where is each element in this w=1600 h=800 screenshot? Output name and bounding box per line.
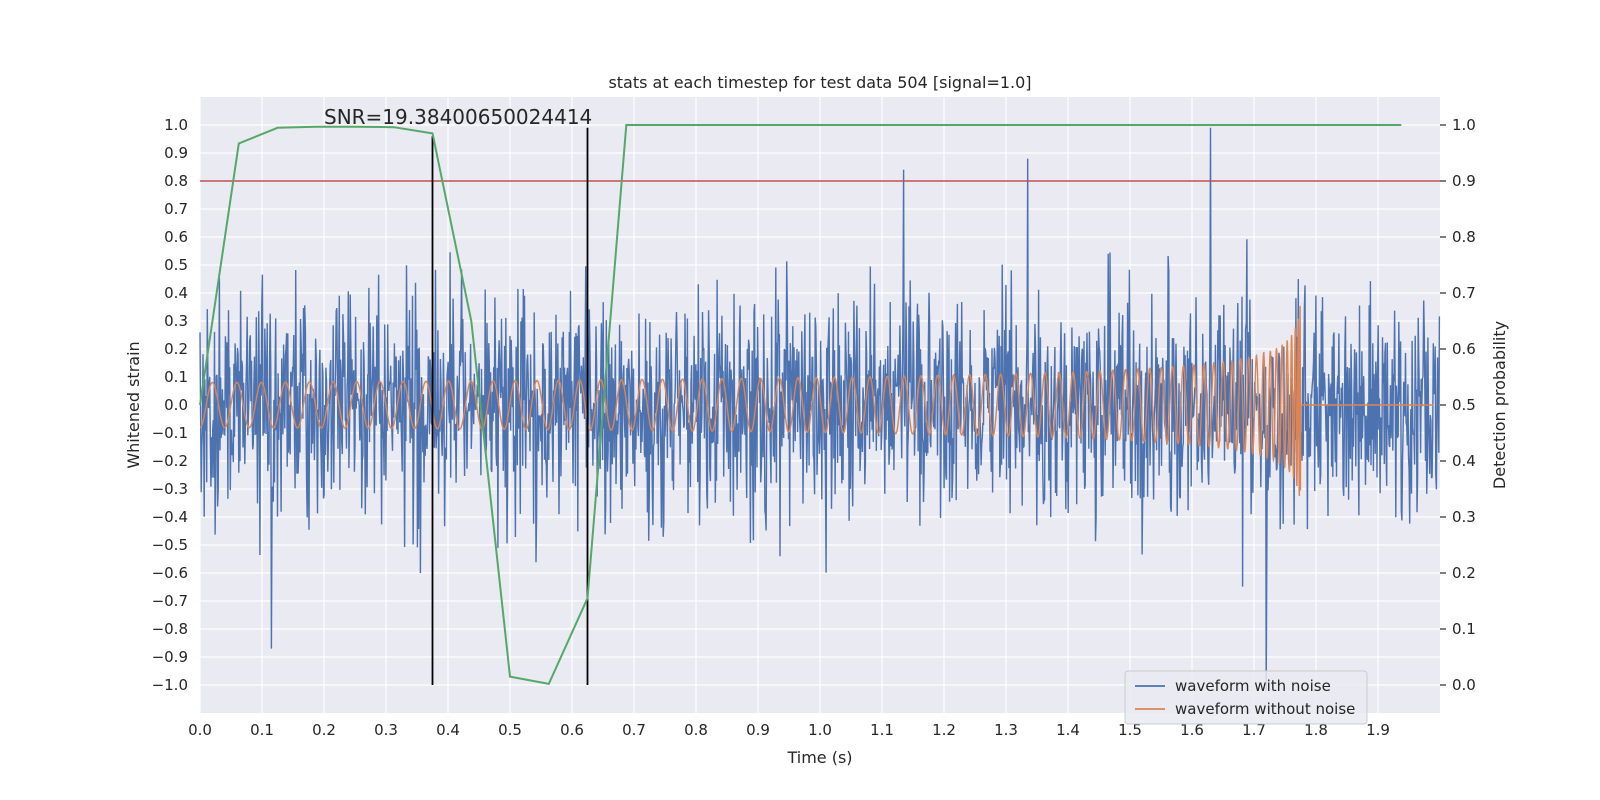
x-axis-label: Time (s) xyxy=(786,748,852,767)
x-tick-label: 1.9 xyxy=(1366,721,1390,739)
y-tick-label: 0.7 xyxy=(164,200,188,218)
y-tick-label: 0.1 xyxy=(164,368,188,386)
y-tick-label: −0.8 xyxy=(152,620,188,638)
legend: waveform with noise waveform without nois… xyxy=(1124,670,1368,725)
y2-tick-label: 0.2 xyxy=(1452,564,1476,582)
legend-label: waveform without noise xyxy=(1175,700,1355,718)
y-tick-label: −1.0 xyxy=(152,676,188,694)
y2-tick-label: 0.5 xyxy=(1452,396,1476,414)
y-tick-label: 0.4 xyxy=(164,284,188,302)
x-tick-label: 0.3 xyxy=(374,721,398,739)
x-tick-label: 0.1 xyxy=(250,721,274,739)
x-tick-label: 1.2 xyxy=(932,721,956,739)
y-tick-label: 0.6 xyxy=(164,228,188,246)
series-waveform-without-noise xyxy=(199,305,1434,497)
legend-box xyxy=(1124,670,1368,725)
x-tick-label: 1.5 xyxy=(1118,721,1142,739)
y-axis-label: Whitened strain xyxy=(124,341,143,468)
y-tick-label: 0.0 xyxy=(164,396,188,414)
y-tick-label: 1.0 xyxy=(164,116,188,134)
x-tick-label: 1.3 xyxy=(994,721,1018,739)
x-tick-label: 0.2 xyxy=(312,721,336,739)
series-detection-probability xyxy=(199,124,1402,686)
y-tick-label: 0.5 xyxy=(164,256,188,274)
y-tick-label: −0.1 xyxy=(152,424,188,442)
y2-tick-label: 1.0 xyxy=(1452,116,1476,134)
y-tick-label: 0.2 xyxy=(164,340,188,358)
y2-tick-label: 0.7 xyxy=(1452,284,1476,302)
x-tick-label: 1.8 xyxy=(1304,721,1328,739)
y-tick-label: −0.3 xyxy=(152,480,188,498)
series-waveform-with-noise xyxy=(199,127,1441,691)
y-tick-label: −0.5 xyxy=(152,536,188,554)
x-tick-label: 0.9 xyxy=(746,721,770,739)
y2-axis-label: Detection probability xyxy=(1490,321,1509,489)
y-tick-label: −0.6 xyxy=(152,564,188,582)
y2-tick-label: 0.8 xyxy=(1452,228,1476,246)
y2-tick-label: 0.4 xyxy=(1452,452,1476,470)
x-tick-label: 0.7 xyxy=(622,721,646,739)
y2-tick-label: 0.0 xyxy=(1452,676,1476,694)
x-tick-label: 1.7 xyxy=(1242,721,1266,739)
x-tick-label: 0.5 xyxy=(498,721,522,739)
x-tick-label: 1.6 xyxy=(1180,721,1204,739)
x-tick-label: 1.4 xyxy=(1056,721,1080,739)
x-tick-label: 0.6 xyxy=(560,721,584,739)
y2-tick-label: 0.3 xyxy=(1452,508,1476,526)
snr-annotation: SNR=19.38400650024414 xyxy=(324,105,592,129)
legend-label: waveform with noise xyxy=(1175,677,1331,695)
y-tick-label: 0.9 xyxy=(164,144,188,162)
gridlines xyxy=(199,97,1440,713)
y2-tick-label: 0.1 xyxy=(1452,620,1476,638)
y-tick-label: 0.8 xyxy=(164,172,188,190)
y-tick-label: −0.4 xyxy=(152,508,188,526)
chart-title: stats at each timestep for test data 504… xyxy=(608,73,1031,92)
x-tick-label: 0.8 xyxy=(684,721,708,739)
y-tick-label: −0.7 xyxy=(152,592,188,610)
y2-tick-label: 0.9 xyxy=(1452,172,1476,190)
x-tick-label: 1.1 xyxy=(870,721,894,739)
x-tick-label: 0.4 xyxy=(436,721,460,739)
y-tick-label: −0.9 xyxy=(152,648,188,666)
y2-tick-label: 0.6 xyxy=(1452,340,1476,358)
y-tick-label: 0.3 xyxy=(164,312,188,330)
x-tick-label: 1.0 xyxy=(808,721,832,739)
y-tick-label: −0.2 xyxy=(152,452,188,470)
x-tick-label: 0.0 xyxy=(188,721,212,739)
